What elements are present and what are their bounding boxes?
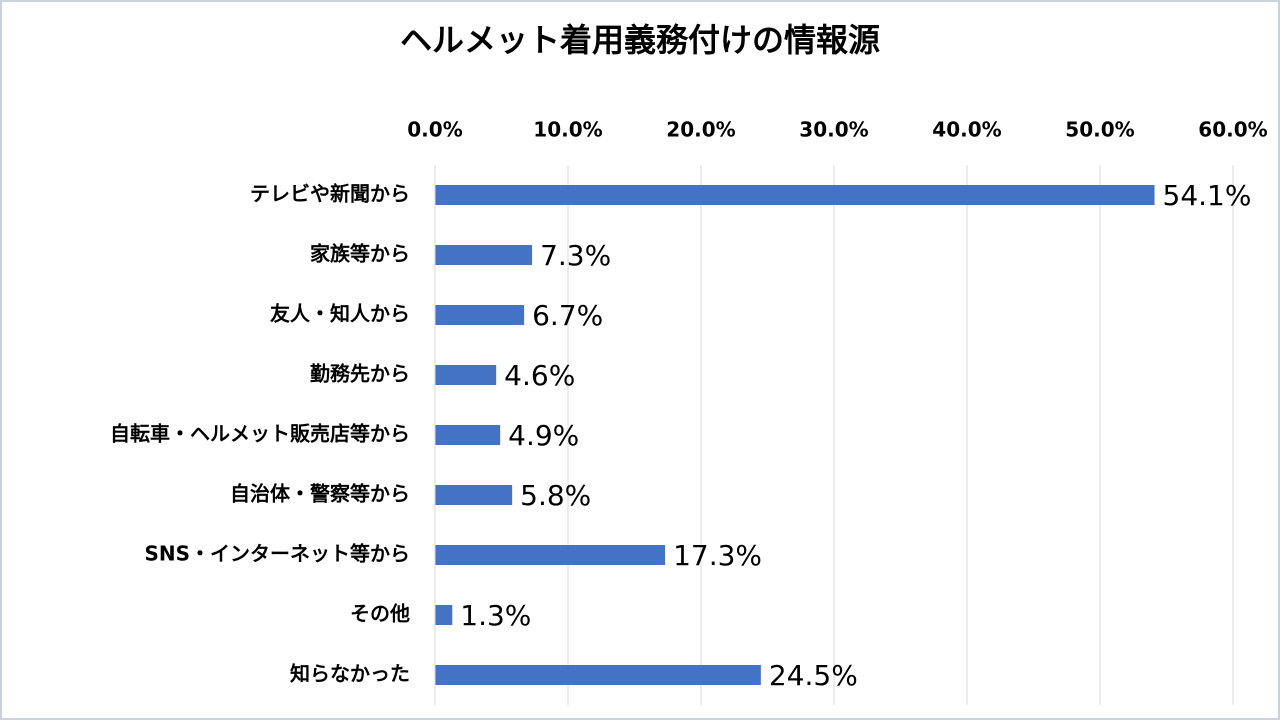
value-label: 17.3% xyxy=(673,539,762,572)
x-tick-label: 10.0% xyxy=(533,118,602,142)
x-tick-label: 60.0% xyxy=(1198,118,1267,142)
bar xyxy=(435,605,453,625)
y-tick-label: 自治体・警察等から xyxy=(230,482,410,506)
value-label: 4.9% xyxy=(508,419,579,452)
bar xyxy=(435,665,761,685)
x-tick-label: 20.0% xyxy=(666,118,735,142)
y-tick-label: 知らなかった xyxy=(290,662,410,686)
y-tick-label: その他 xyxy=(350,602,410,626)
bar xyxy=(435,545,666,565)
y-tick-label: SNS・インターネット等から xyxy=(144,542,410,566)
y-tick-label: 家族等から xyxy=(310,242,410,266)
bar xyxy=(435,305,525,325)
chart-title: ヘルメット着用義務付けの情報源 xyxy=(400,21,880,59)
x-tick-label: 0.0% xyxy=(407,118,462,142)
y-tick-label: 自転車・ヘルメット販売店等から xyxy=(110,422,410,446)
value-label: 4.6% xyxy=(504,359,575,392)
bar xyxy=(435,185,1155,205)
value-label: 5.8% xyxy=(520,479,591,512)
bar xyxy=(435,245,533,265)
bar xyxy=(435,365,497,385)
value-label: 1.3% xyxy=(460,599,531,632)
bar xyxy=(435,425,501,445)
value-label: 7.3% xyxy=(540,239,611,272)
y-tick-label: 友人・知人から xyxy=(270,302,410,326)
x-tick-label: 30.0% xyxy=(799,118,868,142)
value-label: 24.5% xyxy=(769,659,858,692)
x-tick-label: 40.0% xyxy=(932,118,1001,142)
bar xyxy=(435,485,513,505)
value-label: 6.7% xyxy=(532,299,603,332)
value-label: 54.1% xyxy=(1163,179,1252,212)
y-tick-label: 勤務先から xyxy=(310,362,410,386)
x-tick-label: 50.0% xyxy=(1065,118,1134,142)
y-tick-label: テレビや新聞から xyxy=(250,182,410,206)
